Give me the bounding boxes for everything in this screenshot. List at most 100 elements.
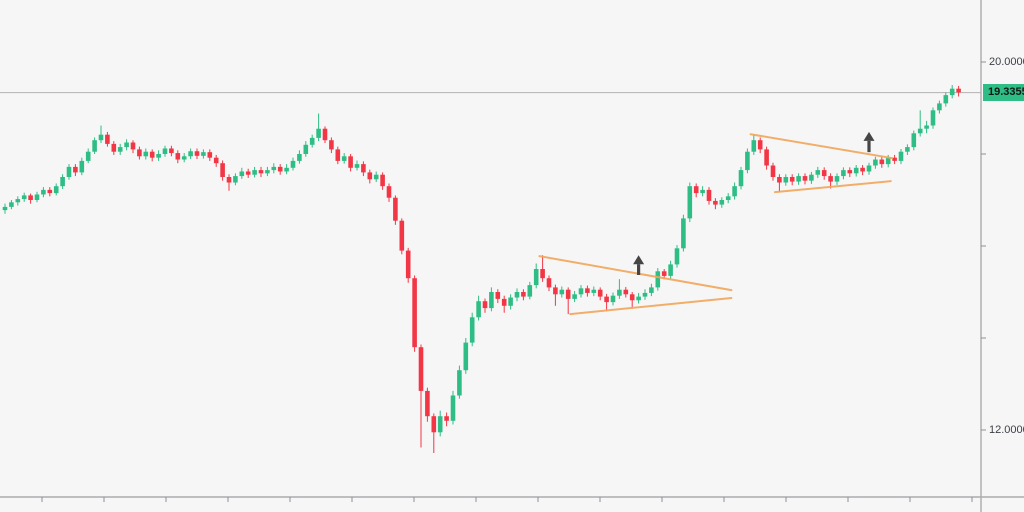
candle <box>572 291 577 303</box>
candle-body <box>617 289 622 296</box>
candle <box>124 139 129 151</box>
candle-body <box>834 176 840 182</box>
pennant-1-upper-trendline[interactable] <box>538 255 733 292</box>
candle <box>802 173 808 185</box>
candle <box>297 150 302 164</box>
candle-body <box>34 194 40 200</box>
breakout-arrow-1[interactable] <box>633 255 645 275</box>
candle <box>277 164 283 175</box>
candle <box>431 413 437 453</box>
candle <box>85 148 91 164</box>
candle <box>354 160 360 171</box>
candle-body <box>373 174 379 180</box>
candle-body <box>53 186 59 194</box>
candle-body <box>809 174 814 181</box>
candle <box>546 275 552 292</box>
candle-body <box>585 288 590 293</box>
candle <box>853 165 859 177</box>
candle-body <box>898 151 904 161</box>
pennant-1-lower-trendline[interactable] <box>569 296 733 316</box>
pennant-trendlines-group <box>538 133 894 316</box>
candle <box>335 146 341 165</box>
candle-body <box>329 140 334 150</box>
candle <box>559 286 565 298</box>
candle-body <box>745 151 750 171</box>
candle <box>322 126 328 143</box>
candle <box>898 148 904 165</box>
candle <box>66 164 72 180</box>
candle-body <box>130 142 136 150</box>
candle-body <box>297 154 302 161</box>
candle-body <box>681 218 686 249</box>
candle <box>386 183 392 202</box>
candle <box>105 131 110 147</box>
candle-body <box>796 176 801 182</box>
candle <box>847 167 853 177</box>
candle <box>527 281 533 300</box>
candle-body <box>169 148 174 154</box>
candle-body <box>220 163 225 177</box>
candle <box>700 186 705 197</box>
candle-body <box>514 292 520 298</box>
candle <box>655 268 661 291</box>
price-axis-label-top: 20.0000 <box>989 55 1024 68</box>
candle <box>15 196 21 206</box>
candle <box>393 195 398 225</box>
candle-body <box>201 152 206 156</box>
candle <box>674 245 680 268</box>
candle <box>533 263 539 289</box>
candle <box>373 171 379 183</box>
candle-body <box>188 151 193 157</box>
candle-body <box>687 186 693 219</box>
pennant-2-upper-trendline[interactable] <box>749 133 894 160</box>
candle <box>169 145 174 157</box>
candle <box>92 137 97 154</box>
candle-body <box>815 170 821 175</box>
candle <box>917 110 923 137</box>
candle-body <box>572 294 577 299</box>
candle-body <box>309 137 315 145</box>
candle <box>309 134 315 148</box>
pennant-2-lower-trendline[interactable] <box>773 180 892 194</box>
candle-body <box>956 88 961 93</box>
candle <box>604 293 609 312</box>
candle-body <box>751 140 757 152</box>
candle <box>28 193 33 204</box>
candle-body <box>597 289 603 297</box>
candle-body <box>60 177 65 187</box>
candle-body <box>757 140 763 150</box>
candle <box>367 169 373 184</box>
candle-body <box>367 172 373 180</box>
breakout-arrows-group <box>633 131 875 275</box>
candle-body <box>610 295 616 303</box>
candle <box>777 174 782 192</box>
candle <box>815 166 821 178</box>
candle <box>60 174 65 189</box>
candle-body <box>405 250 411 279</box>
candle <box>425 387 430 422</box>
candle <box>905 144 910 155</box>
candle <box>175 150 181 164</box>
candle-body <box>719 200 725 205</box>
breakout-arrow-2[interactable] <box>863 131 875 153</box>
candle <box>514 288 520 302</box>
last-price-badge: 19.3355 <box>983 84 1024 102</box>
candle <box>405 247 411 283</box>
candle-body <box>469 317 475 343</box>
candle <box>565 287 571 315</box>
candle-body <box>41 189 46 195</box>
candle-body <box>559 289 565 295</box>
candle <box>418 344 424 448</box>
candle-body <box>668 264 673 276</box>
candle <box>476 295 481 321</box>
candle <box>713 198 718 210</box>
candle <box>53 183 59 196</box>
candle-body <box>879 159 885 165</box>
candle-body <box>2 206 8 211</box>
candle-body <box>425 390 430 417</box>
candle-body <box>949 88 955 96</box>
candle <box>348 154 353 172</box>
